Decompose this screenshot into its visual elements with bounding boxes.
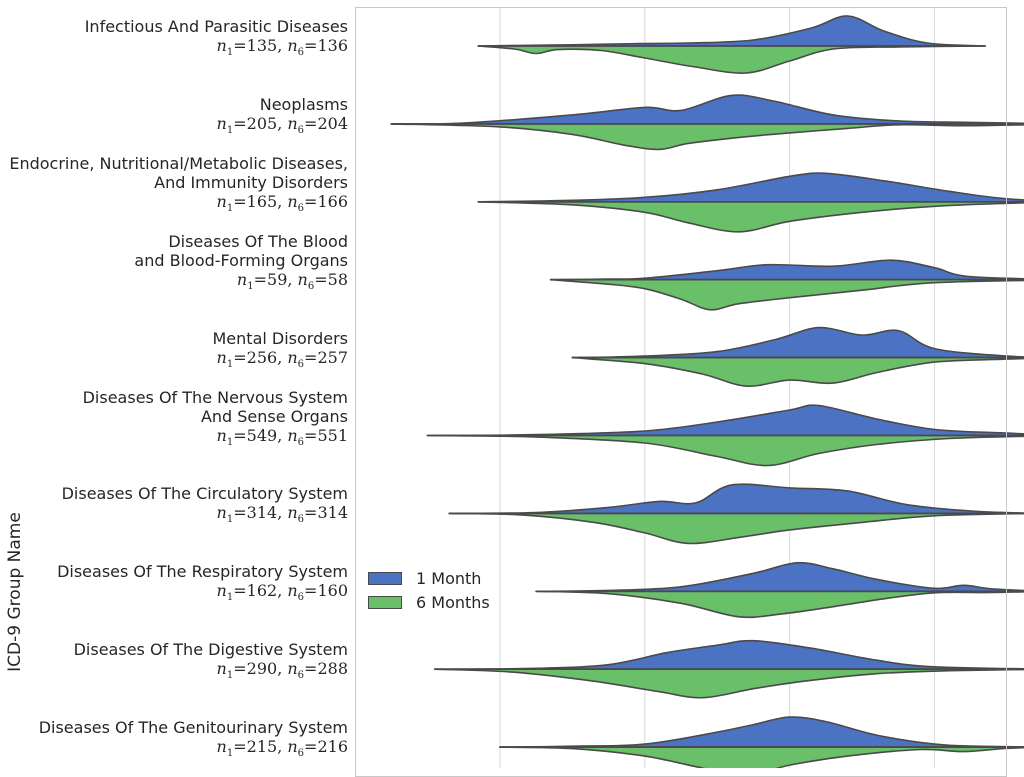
n1-value: 165 <box>246 191 278 211</box>
n1-value: 162 <box>246 581 278 601</box>
legend-label-6-months: 6 Months <box>416 592 490 612</box>
category-label-row-6: Diseases Of The Nervous System And Sense … <box>83 388 348 452</box>
legend: 1 Month 6 Months <box>368 566 490 614</box>
category-label-row-3: Endocrine, Nutritional/Metabolic Disease… <box>9 154 348 218</box>
category-sample-sizes: n1=135, n6=136 <box>216 36 348 59</box>
category-sample-sizes: n1=59, n6=58 <box>236 269 348 292</box>
n6-value: 58 <box>327 269 348 289</box>
violin-6-months-row-9 <box>433 668 1024 699</box>
violin-6-months-row-10 <box>499 746 1024 768</box>
category-name-line: Diseases Of The Nervous System <box>82 387 348 407</box>
category-name-line: Infectious And Parasitic Diseases <box>84 17 348 36</box>
category-sample-sizes: n1=290, n6=288 <box>216 659 348 682</box>
n1-value: 549 <box>246 425 278 445</box>
category-label-row-7: Diseases Of The Circulatory System n1=314… <box>62 484 348 529</box>
legend-item-1-month: 1 Month <box>368 566 490 590</box>
category-label-row-2: Neoplasms n1=205, n6=204 <box>217 95 348 140</box>
category-label-row-4: Diseases Of The Blood and Blood-Forming O… <box>134 232 348 296</box>
category-sample-sizes: n1=549, n6=551 <box>216 425 348 448</box>
category-name-line: Mental Disorders <box>212 328 349 348</box>
category-label-row-9: Diseases Of The Digestive System n1=290, … <box>74 640 348 685</box>
category-name-line: And Immunity Disorders <box>154 172 348 192</box>
violin-1-month-row-10 <box>499 716 1024 748</box>
category-label-row-1: Infectious And Parasitic Diseases n1=135,… <box>85 17 348 62</box>
violin-1-month-row-8 <box>535 561 1024 593</box>
category-name-line: and Blood-Forming Organs <box>134 250 348 270</box>
violin-1-month-row-2 <box>390 94 1024 125</box>
n1-value: 59 <box>267 269 288 289</box>
violin-6-months-row-2 <box>390 123 1024 151</box>
category-sample-sizes: n1=215, n6=216 <box>216 737 348 760</box>
violin-6-months-row-6 <box>426 434 1024 467</box>
category-name-line: Diseases Of The Digestive System <box>73 640 348 660</box>
category-name-line: Diseases Of The Circulatory System <box>61 484 348 504</box>
n1-value: 215 <box>246 737 278 757</box>
violin-1-month-row-7 <box>448 483 1024 515</box>
n6-value: 204 <box>317 113 348 133</box>
category-name-line: Neoplasms <box>259 94 348 114</box>
legend-label-1-month: 1 Month <box>416 568 482 588</box>
n6-value: 257 <box>317 347 348 367</box>
n6-value: 314 <box>317 503 348 523</box>
n6-value: 551 <box>317 425 348 445</box>
n6-value: 166 <box>317 191 348 211</box>
violin-1-month-row-9 <box>433 639 1024 670</box>
plot-frame <box>355 7 1007 777</box>
n6-value: 288 <box>317 659 348 679</box>
category-sample-sizes: n1=162, n6=160 <box>216 581 348 604</box>
category-label-row-8: Diseases Of The Respiratory System n1=162… <box>57 562 348 607</box>
n1-value: 314 <box>246 503 278 523</box>
violin-6-months-row-3 <box>477 201 1024 233</box>
n1-value: 256 <box>246 347 278 367</box>
violin-6-months-row-8 <box>535 590 1024 619</box>
violin-6-months-row-4 <box>549 278 1024 311</box>
violin-6-months-row-5 <box>571 356 1024 387</box>
legend-item-6-months: 6 Months <box>368 590 490 614</box>
category-name-line: And Sense Organs <box>200 406 348 426</box>
violin-6-months-row-7 <box>448 512 1024 545</box>
legend-swatch-6-months <box>368 595 402 609</box>
y-axis-label: ICD-9 Group Name <box>5 512 25 672</box>
n1-value: 205 <box>246 113 278 133</box>
n6-value: 136 <box>317 36 348 55</box>
category-sample-sizes: n1=165, n6=166 <box>216 191 348 214</box>
legend-swatch-1-month <box>368 571 402 585</box>
violin-1-month-row-3 <box>477 172 1024 203</box>
n1-value: 135 <box>246 36 278 55</box>
category-sample-sizes: n1=256, n6=257 <box>216 347 348 370</box>
n1-value: 290 <box>246 659 278 679</box>
n6-value: 160 <box>317 581 348 601</box>
category-name-line: Diseases Of The Genitourinary System <box>38 718 348 738</box>
n6-value: 216 <box>317 737 348 757</box>
violin-1-month-row-5 <box>571 326 1024 359</box>
category-name-line: Diseases Of The Blood <box>168 231 348 251</box>
violin-group <box>390 15 1024 768</box>
category-sample-sizes: n1=314, n6=314 <box>216 503 348 526</box>
violin-6-months-row-1 <box>477 45 987 74</box>
category-sample-sizes: n1=205, n6=204 <box>216 113 348 137</box>
violin-1-month-row-6 <box>426 404 1024 437</box>
category-name-line: Endocrine, Nutritional/Metabolic Disease… <box>9 153 348 173</box>
category-name-line: Diseases Of The Respiratory System <box>57 562 348 582</box>
violin-1-month-row-1 <box>477 15 987 47</box>
category-label-row-10: Diseases Of The Genitourinary System n1=2… <box>39 718 348 763</box>
category-label-row-5: Mental Disorders n1=256, n6=257 <box>213 329 349 374</box>
